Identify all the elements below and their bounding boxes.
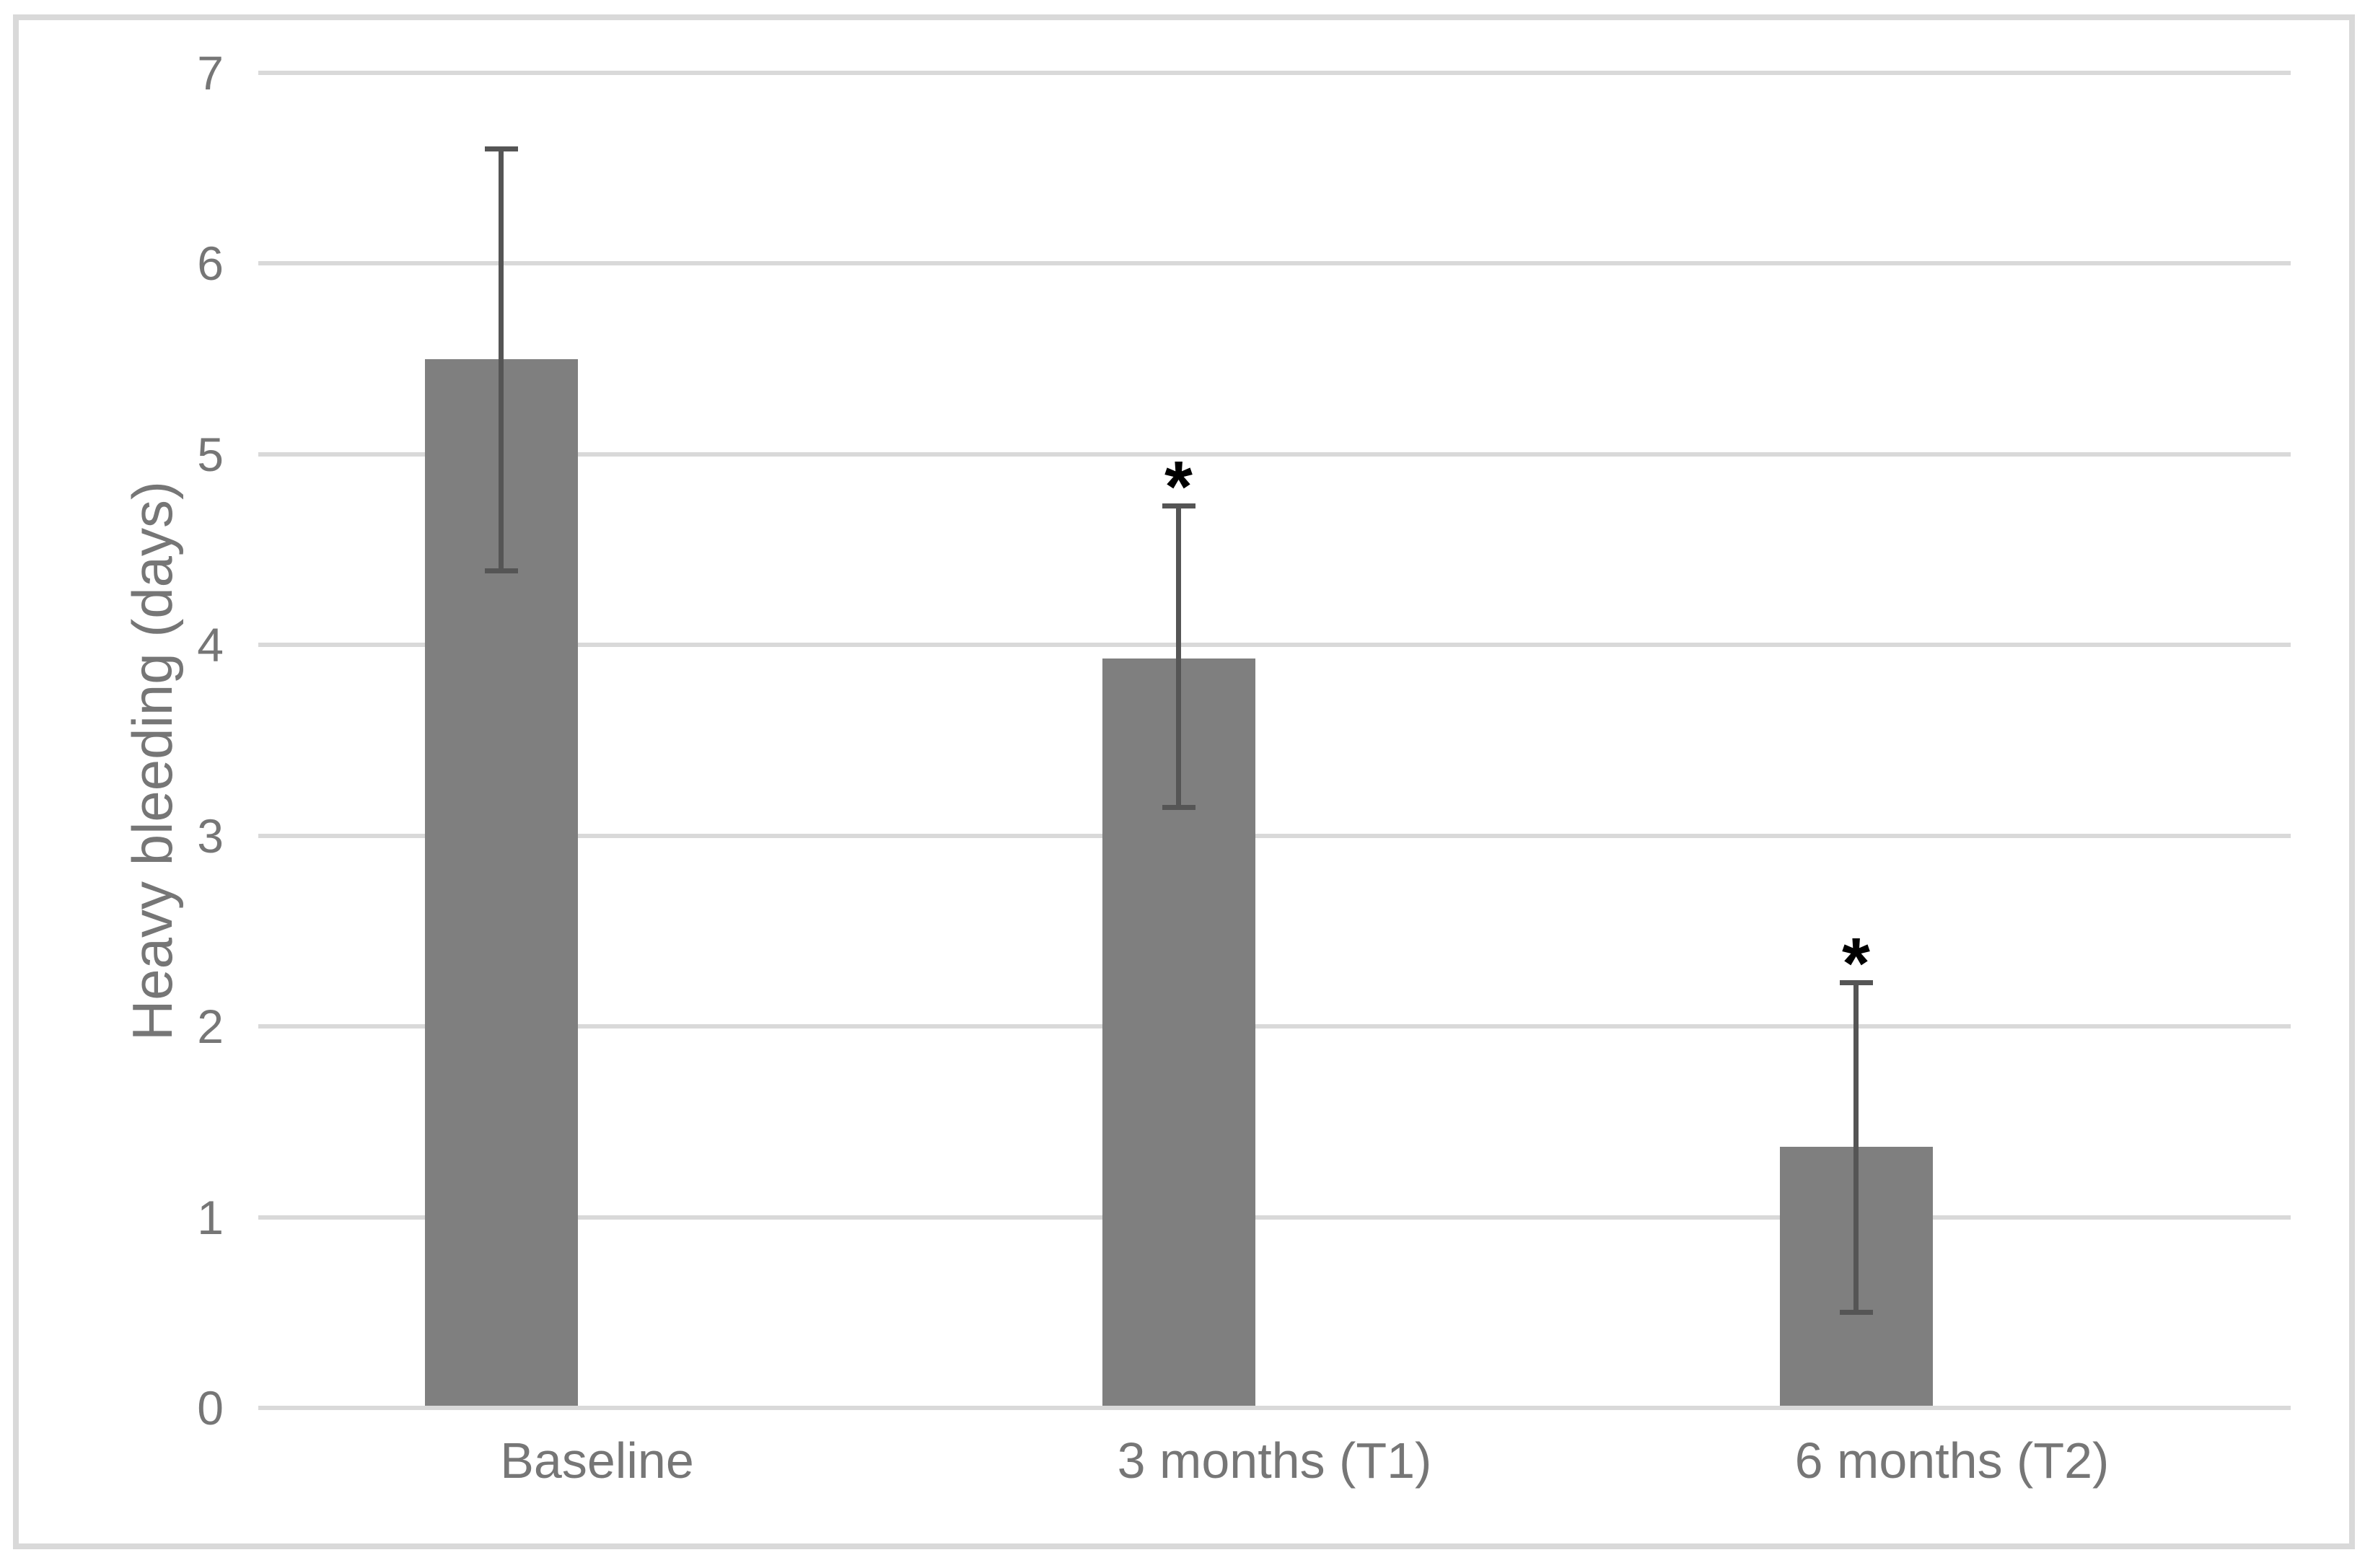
gridline-y-0 [258,1406,2291,1410]
gridline-y-2 [258,1024,2291,1029]
y-tick-label: 4 [197,618,224,672]
gridline-y-3 [258,833,2291,838]
error-bar-cap-bottom [1162,804,1195,810]
gridline-y-7 [258,71,2291,75]
plot-area: 0 1 2 3 4 5 6 7 Baseline * 3 months (T1) * 6 months … [197,49,2291,1486]
y-tick-label: 5 [197,427,224,481]
error-bar-cap-top [484,146,518,152]
x-category-label: 3 months (T1) [1117,1432,1432,1489]
y-axis-title: Heavy bleeding (days) [120,480,184,1041]
y-tick-label: 1 [197,1190,224,1244]
y-tick-label: 2 [197,1000,224,1054]
gridline-y-5 [258,452,2291,457]
error-bar-line [1176,506,1181,808]
gridline-y-6 [258,261,2291,266]
error-bar-cap-top [1839,979,1873,985]
y-tick-label: 7 [197,46,224,100]
x-category-label: 6 months (T2) [1794,1432,2110,1489]
y-tick-label: 6 [197,237,224,291]
significance-asterisk: * [1164,446,1193,528]
error-bar-cap-top [1162,503,1195,508]
significance-asterisk: * [1842,923,1870,1005]
y-tick-label: 3 [197,809,224,863]
gridline-y-4 [258,643,2291,648]
y-tick-label: 0 [197,1381,224,1435]
error-bar-line [1853,982,1859,1313]
error-bar-cap-bottom [484,568,518,573]
x-category-label: Baseline [500,1432,694,1489]
error-bar-cap-bottom [1839,1310,1873,1316]
error-bar-line [499,149,504,571]
gridline-y-1 [258,1215,2291,1220]
